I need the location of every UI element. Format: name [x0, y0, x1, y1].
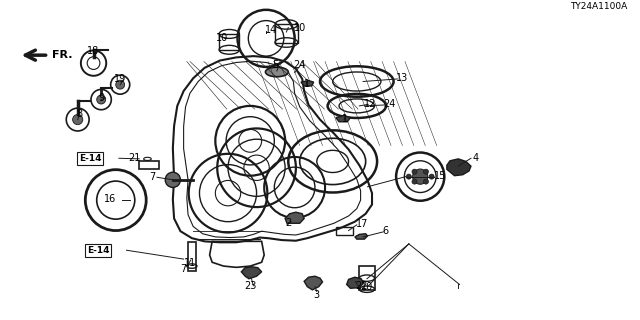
Text: 1: 1 — [342, 114, 348, 124]
Circle shape — [424, 169, 428, 174]
Text: 13: 13 — [396, 73, 408, 83]
Polygon shape — [304, 276, 323, 290]
Polygon shape — [347, 277, 363, 288]
Polygon shape — [241, 267, 262, 279]
Ellipse shape — [266, 67, 288, 77]
Text: 17: 17 — [356, 219, 368, 229]
Polygon shape — [301, 81, 314, 86]
Text: TY24A1100A: TY24A1100A — [570, 2, 628, 11]
Text: 24: 24 — [294, 60, 306, 70]
Circle shape — [165, 172, 180, 188]
Circle shape — [412, 169, 417, 174]
Circle shape — [413, 169, 428, 184]
Circle shape — [412, 179, 417, 184]
Text: 18: 18 — [88, 46, 100, 56]
Polygon shape — [336, 116, 351, 122]
Text: 22: 22 — [356, 281, 368, 291]
Bar — [188, 242, 196, 271]
Circle shape — [97, 95, 106, 104]
Text: FR.: FR. — [52, 50, 73, 60]
Circle shape — [116, 80, 125, 89]
Text: 3: 3 — [314, 290, 320, 300]
Text: 2: 2 — [285, 218, 291, 228]
Text: 7: 7 — [180, 264, 187, 274]
Text: 19: 19 — [114, 74, 126, 84]
Text: 7: 7 — [148, 172, 155, 182]
Circle shape — [406, 174, 412, 179]
Bar — [140, 161, 159, 169]
Circle shape — [429, 174, 434, 179]
Text: 10: 10 — [294, 23, 306, 33]
Text: 12: 12 — [364, 99, 377, 109]
Text: 6: 6 — [382, 226, 388, 236]
Text: 21: 21 — [129, 153, 141, 163]
Text: 5: 5 — [273, 60, 279, 70]
Text: 1: 1 — [304, 79, 310, 89]
Polygon shape — [447, 159, 471, 176]
Text: 4: 4 — [472, 153, 478, 163]
Bar — [275, 24, 298, 44]
Text: 15: 15 — [434, 171, 447, 181]
Text: 16: 16 — [104, 195, 116, 204]
Text: 10: 10 — [362, 282, 374, 292]
Text: E-14: E-14 — [87, 246, 109, 255]
Text: 11: 11 — [184, 258, 196, 268]
Text: E-14: E-14 — [79, 154, 101, 163]
Text: 24: 24 — [383, 99, 396, 109]
Text: 9: 9 — [98, 93, 104, 103]
Polygon shape — [285, 212, 304, 223]
Text: 10: 10 — [216, 33, 228, 43]
Bar — [219, 34, 239, 50]
Circle shape — [424, 179, 428, 184]
Text: 8: 8 — [76, 109, 82, 119]
Bar — [335, 227, 353, 235]
Bar — [359, 266, 374, 290]
Text: 23: 23 — [244, 281, 257, 291]
Polygon shape — [355, 234, 367, 239]
Text: 14: 14 — [265, 25, 277, 35]
Circle shape — [72, 115, 83, 124]
